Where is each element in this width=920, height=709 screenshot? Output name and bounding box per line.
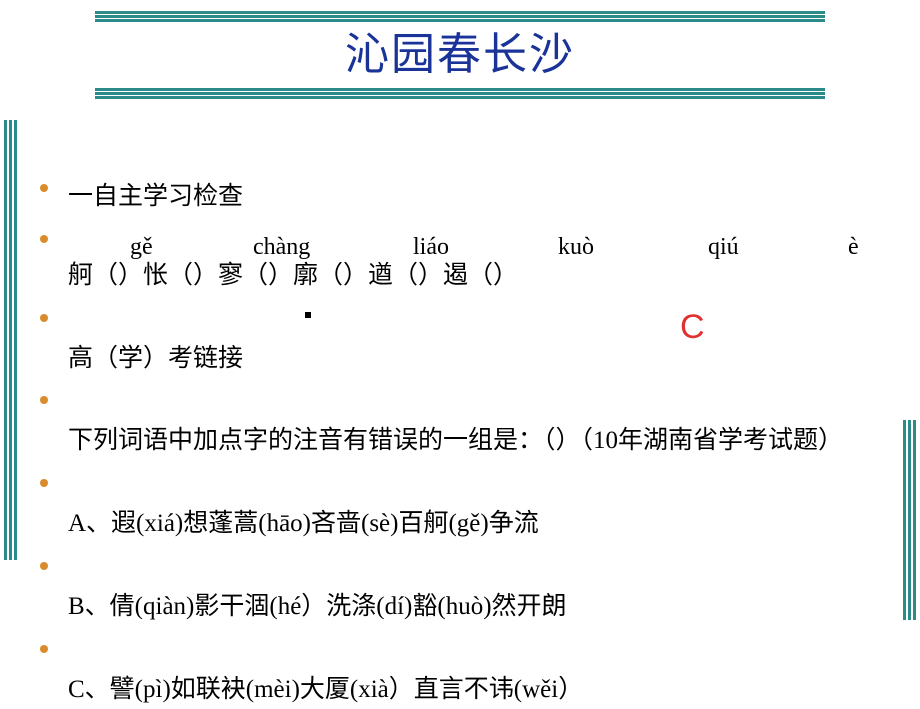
bullet-icon [40, 562, 48, 570]
pinyin-label: liáo [413, 229, 449, 266]
title-rule [95, 92, 825, 95]
list-item: gě chàng liáo kuò qiú è 舸（）怅（）寥（）廓（）遒（）遏… [40, 229, 900, 296]
item-text: gě chàng liáo kuò qiú è 舸（）怅（）寥（）廓（）遒（）遏… [40, 229, 900, 296]
bullet-icon [40, 314, 48, 322]
list-item: C、譬(pì)如联袂(mèi)大厦(xià）直言不讳(wěi） [40, 639, 900, 709]
side-rule [4, 120, 7, 560]
bullet-icon [40, 235, 48, 243]
side-rule [14, 120, 17, 560]
option-b: B、倩(qiàn)影干涸(hé）洗涤(dí)豁(huò)然开朗 [40, 556, 900, 627]
bullet-icon [40, 645, 48, 653]
item-text: 一自主学习检查 [40, 178, 900, 217]
option-c: C、譬(pì)如联袂(mèi)大厦(xià）直言不讳(wěi） [40, 639, 900, 709]
item-text: 高（学）考链接 [40, 308, 900, 379]
content-area: 一自主学习检查 gě chàng liáo kuò qiú è 舸（）怅（）寥（… [0, 100, 920, 709]
list-item: A、遐(xiá)想蓬蒿(hāo)吝啬(sè)百舸(gě)争流 [40, 473, 900, 544]
pinyin-label: gě [130, 229, 153, 266]
item-text: 下列词语中加点字的注音有错误的一组是：（）（10年湖南省学考试题） [40, 390, 900, 461]
list-item: C 高（学）考链接 [40, 308, 900, 379]
bullet-icon [40, 479, 48, 487]
list-item: B、倩(qiàn)影干涸(hé）洗涤(dí)豁(huò)然开朗 [40, 556, 900, 627]
page-title: 沁园春长沙 [0, 18, 920, 82]
pinyin-label: qiú [708, 229, 739, 266]
side-rule [908, 420, 911, 620]
side-rule [913, 420, 916, 620]
pinyin-row: gě chàng liáo kuò qiú è [68, 229, 900, 257]
title-rule [95, 96, 825, 99]
side-rule [903, 420, 906, 620]
title-rule [95, 88, 825, 91]
bullet-icon [40, 184, 48, 192]
pinyin-label: chàng [253, 229, 310, 266]
pinyin-label: è [848, 229, 859, 266]
title-rule [95, 11, 825, 14]
side-rule [9, 120, 12, 560]
answer-letter: C [680, 308, 705, 347]
list-item: 下列词语中加点字的注音有错误的一组是：（）（10年湖南省学考试题） [40, 390, 900, 461]
option-a: A、遐(xiá)想蓬蒿(hāo)吝啬(sè)百舸(gě)争流 [40, 473, 900, 544]
hanzi-row: 舸（）怅（）寥（）廓（）遒（）遏（） [68, 257, 900, 296]
title-area: 沁园春长沙 [0, 0, 920, 99]
list-item: 一自主学习检查 [40, 178, 900, 217]
pinyin-label: kuò [558, 229, 594, 266]
